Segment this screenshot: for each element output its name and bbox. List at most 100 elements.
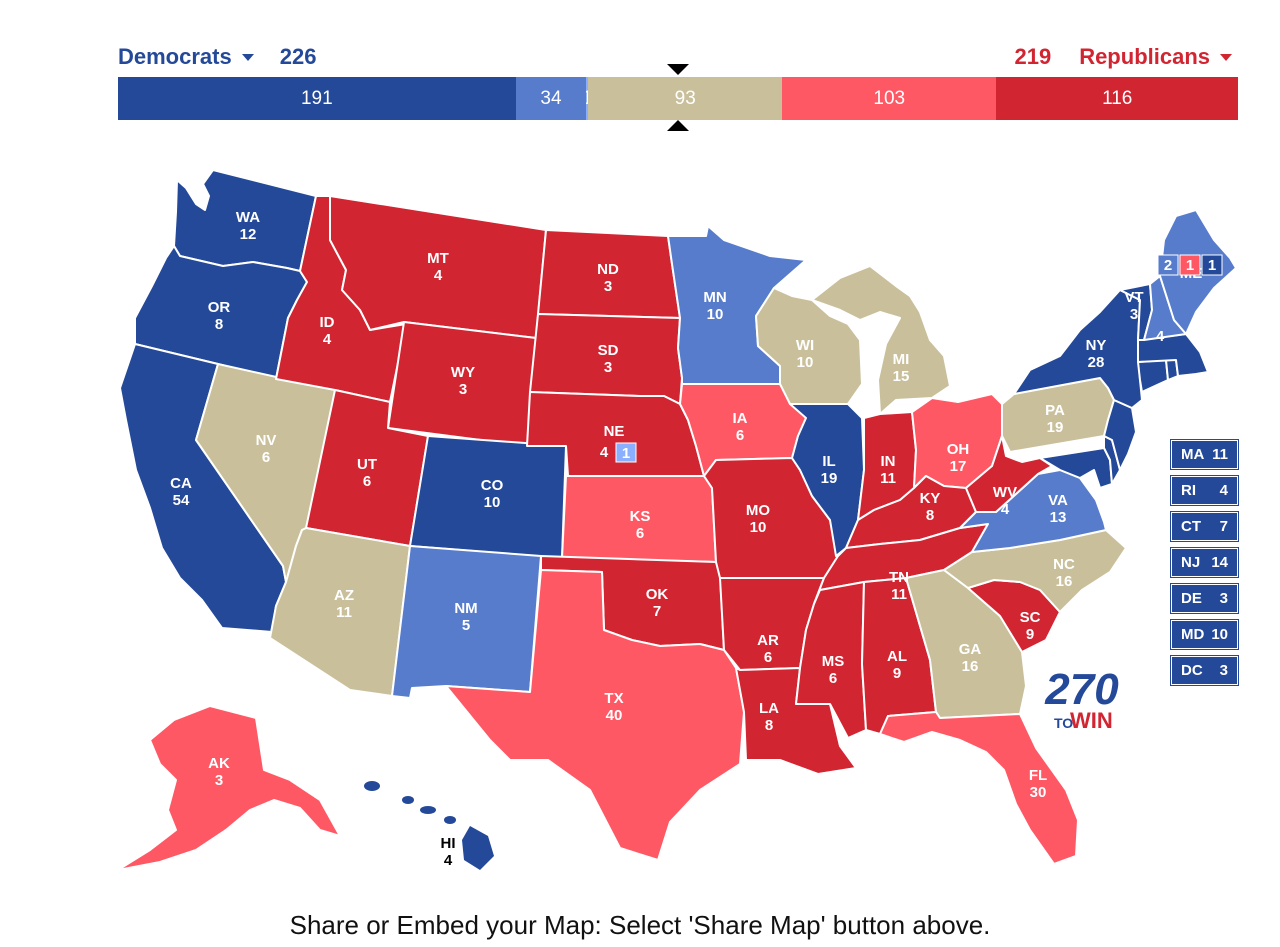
label-fl: FL — [1029, 767, 1047, 784]
bar-segment: 1 — [586, 77, 589, 120]
label-ga-ev: 16 — [962, 658, 979, 675]
small-state-md[interactable]: MD 10 — [1170, 619, 1239, 650]
label-ky-ev: 8 — [926, 507, 934, 524]
label-sd: SD — [598, 342, 619, 359]
label-me-d3: 1 — [1208, 257, 1216, 274]
label-mn-ev: 10 — [707, 306, 724, 323]
bar-segment: 191 — [118, 77, 516, 120]
label-wv: WV — [993, 484, 1017, 501]
bar-segment: 34 — [515, 77, 587, 120]
state-nm[interactable] — [391, 545, 542, 699]
caret-down-icon[interactable] — [241, 53, 254, 61]
state-nj[interactable] — [1103, 399, 1137, 471]
logo-to: TO — [1054, 715, 1073, 731]
label-nv-ev: 6 — [262, 449, 270, 466]
label-nm-ev: 5 — [462, 617, 470, 634]
label-or: OR — [208, 299, 231, 316]
state-fl[interactable] — [879, 711, 1079, 865]
label-al-ev: 9 — [893, 665, 901, 682]
label-tn: TN — [889, 569, 909, 586]
state-ma[interactable] — [1137, 333, 1209, 377]
democrats-total: 226 — [279, 44, 317, 69]
state-ak[interactable] — [117, 705, 341, 871]
270towin-logo[interactable]: 270 TO WIN — [1044, 665, 1120, 737]
label-mo: MO — [746, 502, 770, 519]
label-il: IL — [822, 453, 835, 470]
label-mi: MI — [893, 351, 910, 368]
label-la-ev: 8 — [765, 717, 773, 734]
label-sd-ev: 3 — [604, 359, 612, 376]
label-id: ID — [320, 314, 335, 331]
label-vt-ev: 3 — [1130, 306, 1138, 323]
label-me-d2: 1 — [1186, 257, 1194, 274]
label-sc: SC — [1020, 609, 1041, 626]
label-il-ev: 19 — [821, 470, 838, 487]
small-state-ev: 3 — [1219, 590, 1228, 607]
small-state-name: MA — [1181, 446, 1205, 463]
label-ia: IA — [733, 410, 748, 427]
label-wa: WA — [236, 209, 260, 226]
label-va: VA — [1048, 492, 1068, 509]
small-state-name: NJ — [1181, 554, 1201, 571]
270-marker-top-icon — [667, 64, 689, 75]
electoral-vote-bar: 19134193103116 — [118, 77, 1238, 120]
democrats-dropdown[interactable]: Democrats — [118, 44, 232, 69]
label-ar-ev: 6 — [764, 649, 772, 666]
ne-district-box[interactable] — [615, 442, 637, 463]
label-ms: MS — [822, 653, 845, 670]
label-ok-ev: 7 — [653, 603, 661, 620]
me-district-2-box[interactable] — [1179, 254, 1201, 276]
label-me-d1: 2 — [1164, 257, 1172, 274]
label-ne-district: 1 — [622, 445, 630, 462]
label-ks: KS — [630, 508, 651, 525]
caret-down-icon[interactable] — [1220, 53, 1232, 61]
label-ak-ev: 3 — [215, 772, 223, 789]
270towin-logo-icon: 270 TO WIN — [1044, 665, 1119, 733]
label-la: LA — [759, 700, 779, 717]
label-az-ev: 11 — [336, 604, 352, 621]
label-ok: OK — [646, 586, 669, 603]
small-state-name: DE — [1181, 590, 1202, 607]
small-state-name: CT — [1181, 518, 1201, 535]
small-state-name: MD — [1181, 626, 1205, 643]
small-state-ev: 4 — [1219, 482, 1228, 499]
label-ca: CA — [170, 475, 192, 492]
label-oh-ev: 17 — [950, 458, 967, 475]
state-wi[interactable] — [755, 287, 863, 405]
270-marker-bottom-icon — [667, 120, 689, 131]
state-hi[interactable] — [364, 781, 494, 870]
label-ak: AK — [208, 755, 230, 772]
label-nc-ev: 16 — [1056, 573, 1073, 590]
state-tx[interactable] — [445, 569, 745, 861]
democrats-header: Democrats 226 — [118, 44, 316, 70]
us-map: WA 12 OR 8 CA 54 NV 6 ID 4 MT 4 WY 3 UT … — [117, 169, 1237, 871]
me-district-3-box[interactable] — [1201, 254, 1223, 276]
small-state-ma[interactable]: MA 11 — [1170, 439, 1239, 470]
label-wy: WY — [451, 364, 475, 381]
label-ky: KY — [920, 490, 941, 507]
state-ms[interactable] — [795, 581, 867, 739]
republicans-dropdown[interactable]: Republicans — [1079, 44, 1210, 69]
state-ct[interactable] — [1137, 359, 1169, 393]
bar-segment: 93 — [588, 77, 783, 120]
small-state-ev: 11 — [1212, 446, 1228, 463]
label-mi-ev: 15 — [893, 368, 910, 385]
small-state-nj[interactable]: NJ 14 — [1170, 547, 1239, 578]
small-state-dc[interactable]: DC 3 — [1170, 655, 1239, 686]
label-mt: MT — [427, 250, 449, 267]
label-ne: NE — [604, 423, 625, 440]
small-state-de[interactable]: DE 3 — [1170, 583, 1239, 614]
logo-top: 270 — [1044, 666, 1119, 714]
small-state-ev: 14 — [1211, 554, 1228, 571]
label-nm: NM — [454, 600, 477, 617]
state-il[interactable] — [789, 403, 865, 557]
small-state-ri[interactable]: RI 4 — [1170, 475, 1239, 506]
label-in-ev: 11 — [880, 470, 896, 487]
label-ks-ev: 6 — [636, 525, 644, 542]
label-tx-ev: 40 — [606, 707, 623, 724]
label-ga: GA — [959, 641, 982, 658]
me-district-1-box[interactable] — [1157, 254, 1179, 276]
label-ar: AR — [757, 632, 779, 649]
small-state-ct[interactable]: CT 7 — [1170, 511, 1239, 542]
label-id-ev: 4 — [323, 331, 332, 348]
